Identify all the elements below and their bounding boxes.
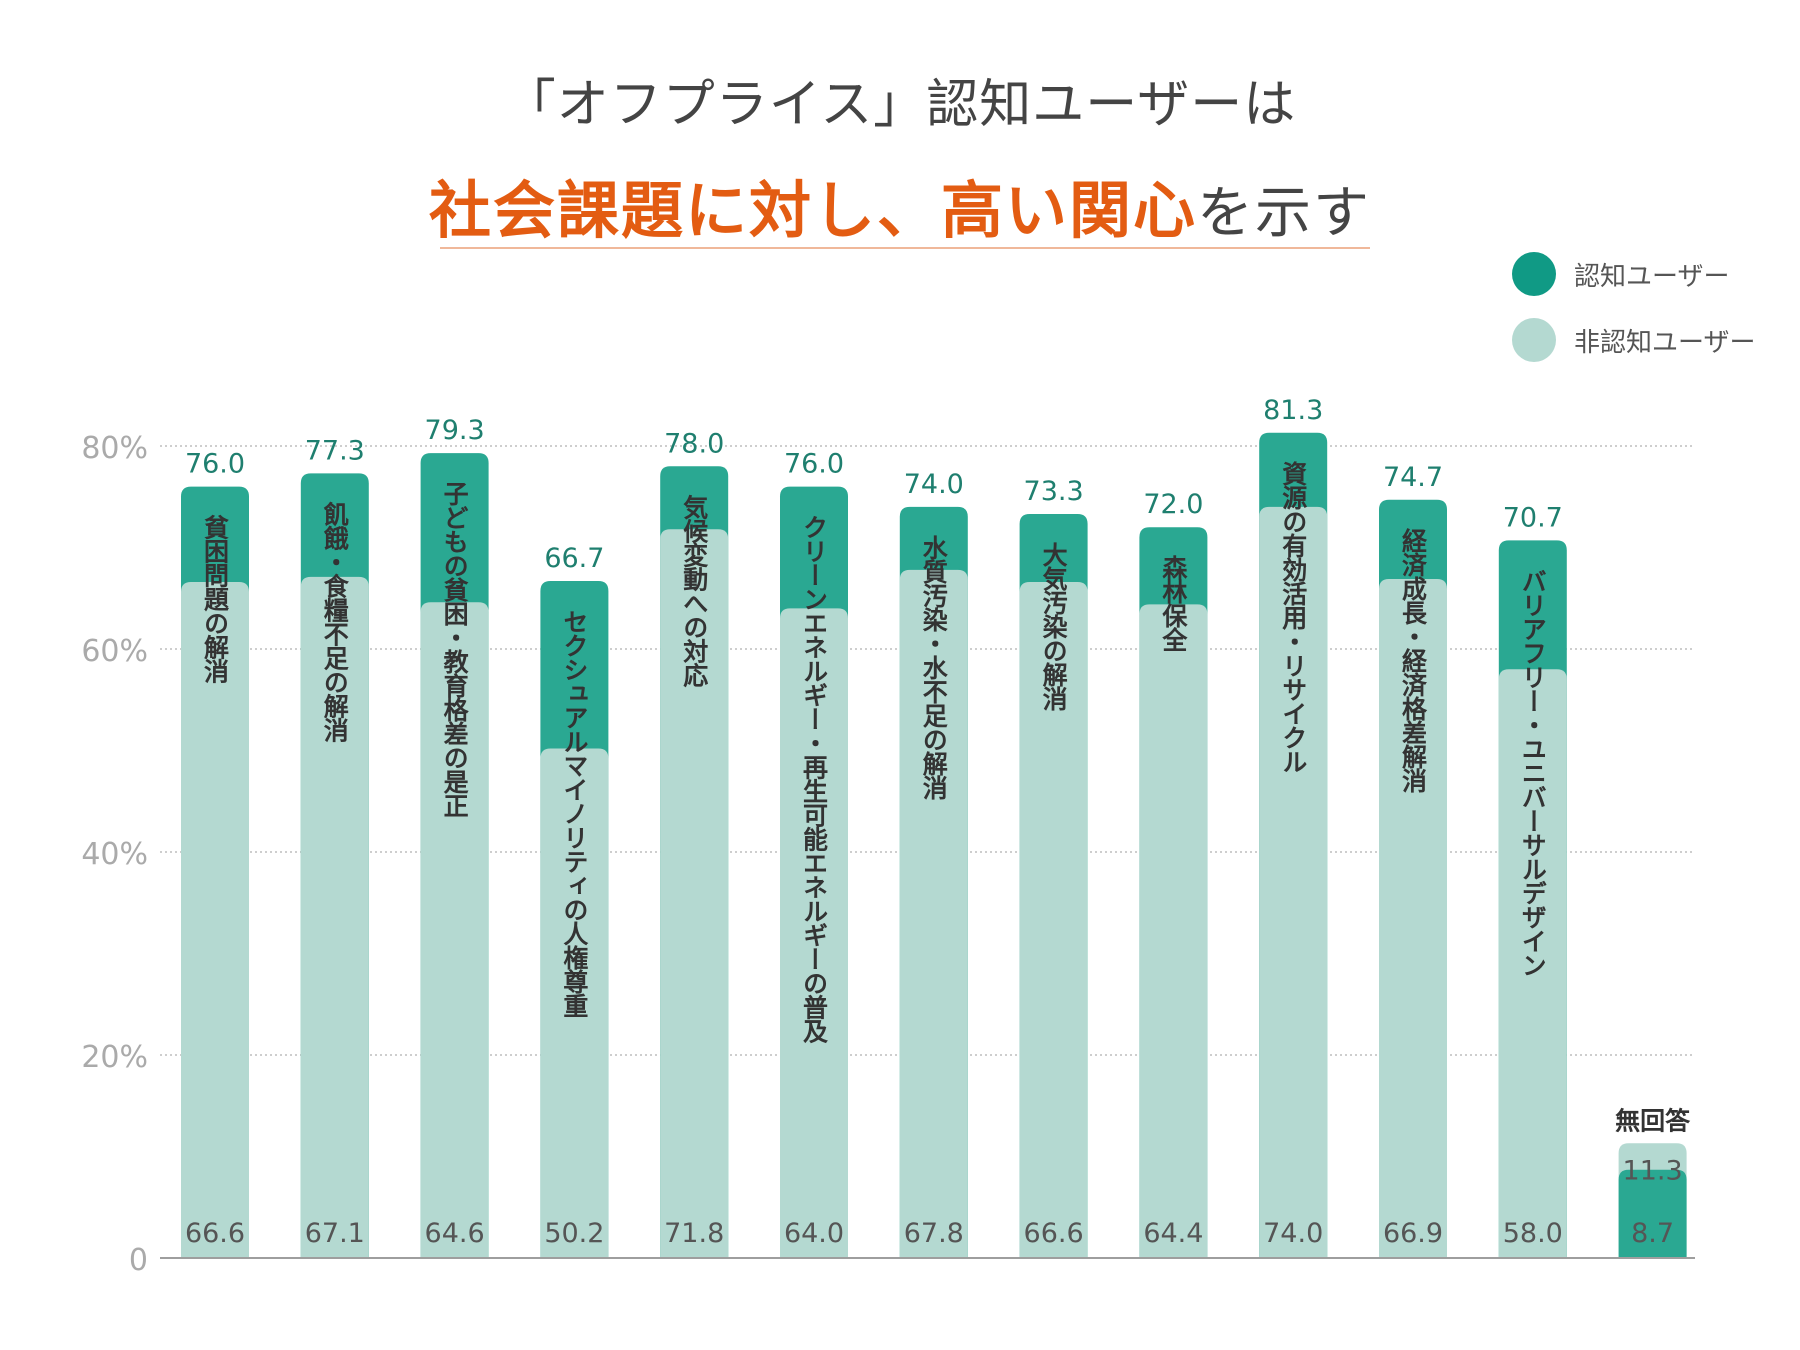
data-label-aware: 76.0 [784,449,844,480]
title-rest: を示す [1197,181,1371,246]
legend-label-unaware: 非認知ユーザー [1574,327,1756,358]
category-label: クリーンエネルギー・再生可能エネルギーの普及 [800,515,829,1044]
category-label: 気候変動への対応 [680,493,709,688]
y-tick-label: 60% [81,634,148,669]
data-label-unaware: 67.8 [904,1218,964,1249]
category-label: 無回答 [1615,1106,1691,1135]
category-label: 経済成長・経済格差解消 [1399,527,1428,793]
bar-unaware [780,608,848,1258]
data-label-unaware: 64.6 [425,1218,485,1249]
bar-unaware [660,529,729,1258]
data-label-unaware: 11.3 [1623,1155,1683,1186]
category-label: 水質汚染・水不足の解消 [919,535,948,800]
data-label-unaware: 66.9 [1383,1218,1443,1249]
legend-item-aware: 認知ユーザー [1512,252,1729,296]
legend-swatch-unaware [1512,318,1556,362]
data-label-aware: 77.3 [305,435,365,466]
data-label-aware: 81.3 [1263,395,1323,426]
bar-unaware [1019,582,1088,1258]
legend-label-aware: 認知ユーザー [1574,261,1730,292]
data-label-unaware: 66.6 [1024,1218,1084,1249]
data-label-aware: 8.7 [1631,1218,1674,1249]
category-label: 森林保全 [1159,555,1189,652]
data-label-aware: 73.3 [1024,476,1084,507]
data-label-aware: 74.7 [1383,462,1443,493]
y-tick-label: 80% [81,431,148,466]
bar-unaware [420,602,489,1258]
y-tick-label: 0 [129,1243,148,1278]
category-label: 貧困問題の解消 [201,515,230,684]
bar-unaware [899,569,968,1258]
data-label-aware: 79.3 [425,415,485,446]
y-tick-label: 40% [81,837,148,872]
data-label-unaware: 67.1 [305,1218,365,1249]
data-label-unaware: 74.0 [1263,1218,1323,1249]
bar-unaware [540,748,609,1258]
chart-title-line2: 社会課題に対し、高い関心を示す [0,160,1800,250]
title-underline [440,247,1370,249]
data-label-aware: 66.7 [544,543,604,574]
bar-unaware [1259,506,1328,1258]
data-label-unaware: 50.2 [544,1218,604,1249]
bar-unaware [1139,604,1208,1258]
legend-item-unaware: 非認知ユーザー [1512,318,1755,362]
data-label-unaware: 64.0 [784,1218,844,1249]
y-tick-label: 20% [81,1040,148,1075]
category-label: セクシュアルマイノリティの人権尊重 [560,609,589,1017]
data-label-aware: 78.0 [664,428,724,459]
data-label-unaware: 71.8 [664,1218,724,1249]
data-label-unaware: 58.0 [1503,1218,1563,1249]
data-label-aware: 72.0 [1143,489,1203,520]
data-label-aware: 76.0 [185,449,245,480]
data-label-aware: 74.0 [904,469,964,500]
legend-swatch-aware [1512,252,1556,296]
data-label-aware: 70.7 [1503,502,1563,533]
data-label-unaware: 66.6 [185,1218,245,1249]
bar-aware [1618,1169,1687,1258]
bar-unaware [181,582,249,1258]
category-label: バリアフリー・ユニバーサルデザイン [1518,568,1547,976]
bar-unaware [1379,578,1447,1258]
bar-unaware [300,576,369,1258]
category-label: 大気汚染の解消 [1039,542,1068,711]
title-highlight: 社会課題に対し、高い関心 [428,174,1197,247]
data-label-unaware: 64.4 [1143,1218,1203,1249]
category-label: 子どもの貧困・教育格差の是正 [440,481,469,817]
category-label: 資源の有効活用・リサイクル [1279,461,1308,773]
chart-title-line1: 「オフプライス」認知ユーザーは [503,75,1297,135]
category-label: 飢餓・食糧不足の解消 [320,500,350,742]
bar-unaware [1498,669,1567,1258]
